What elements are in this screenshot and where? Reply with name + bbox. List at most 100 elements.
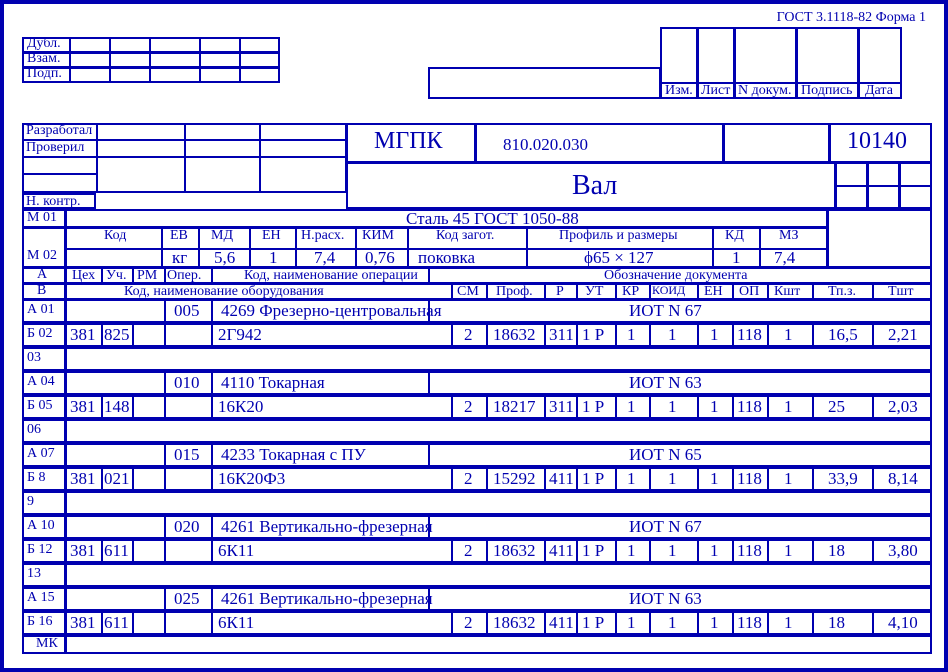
cell-value: 1	[627, 325, 636, 345]
cell-value: 1	[668, 469, 677, 489]
cell-value: 1 Р	[582, 325, 604, 345]
cell-value: 2,21	[888, 325, 918, 345]
cell-value: 1	[627, 397, 636, 417]
cell-value: 18	[828, 613, 845, 633]
val-md: 5,6	[214, 248, 235, 268]
cell-value: 16,5	[828, 325, 858, 345]
cell-value: ИОТ N 63	[629, 373, 702, 393]
part-name: Вал	[572, 170, 617, 202]
cell-value: 118	[737, 397, 762, 417]
cell-value: ИОТ N 65	[629, 445, 702, 465]
hdr-uch: Уч.	[106, 268, 126, 284]
cell-value: 311	[549, 325, 574, 345]
label-razrabotal: Разработал	[26, 123, 92, 139]
cell-value: 1	[710, 469, 719, 489]
hdr-oper: Опер.	[167, 268, 201, 284]
hdr-kod: Код	[104, 228, 126, 244]
cell-value: 2	[464, 541, 473, 561]
hdr-en: ЕН	[262, 228, 281, 244]
cell-value: 33,9	[828, 469, 858, 489]
cell-value: 411	[549, 541, 574, 561]
row-tag: Б 12	[27, 542, 53, 558]
top-mid-blank	[428, 67, 661, 99]
cell-value: 411	[549, 613, 574, 633]
cell-value: 2Г942	[218, 325, 262, 345]
cell-value: 005	[174, 301, 200, 321]
cell-value: 1	[627, 469, 636, 489]
cell-value: 4110 Токарная	[221, 373, 325, 393]
cell-value: 611	[104, 541, 129, 561]
cell-value: 1	[627, 613, 636, 633]
label-mk: МК	[36, 636, 58, 652]
val-nrash: 7,4	[314, 248, 335, 268]
hdr-ev: ЕВ	[170, 228, 188, 244]
cell-value: 18632	[493, 541, 536, 561]
cell-value: 1	[668, 325, 677, 345]
label-vzam: Взам.	[27, 51, 60, 67]
process-card-sheet: ГОСТ 3.1118-82 Форма 1 Дубл. Взам. Подп.…	[0, 0, 948, 672]
cell-value: 1	[784, 397, 793, 417]
hdr-md: МД	[211, 228, 233, 244]
hdr-kodop: Код, наименование операции	[244, 268, 418, 284]
form-no: 10140	[847, 128, 907, 155]
cell-value: 4,10	[888, 613, 918, 633]
cell-value: 2	[464, 613, 473, 633]
stamp-dubl	[22, 37, 280, 53]
cell-value: 118	[737, 613, 762, 633]
val-profil: ϕ65 × 127	[584, 248, 654, 268]
label-B: В	[37, 283, 46, 299]
cell-value: 381	[70, 541, 96, 561]
cell-value: 1	[784, 541, 793, 561]
row-tag: А 07	[27, 446, 55, 462]
row-tag: А 04	[27, 374, 55, 390]
cell-value: 4269 Фрезерно-центровальная	[221, 301, 442, 321]
row-body	[65, 491, 932, 515]
row-tag: А 15	[27, 590, 55, 606]
cell-value: 4261 Вертикально-фрезерная	[221, 517, 433, 537]
cell-value: 2	[464, 325, 473, 345]
label-nkontr: Н. контр.	[26, 194, 80, 210]
cell-value: 1 Р	[582, 541, 604, 561]
hdr-kodzagot: Код загот.	[436, 228, 494, 244]
hdr-kodob: Код, наименование оборудования	[124, 284, 324, 300]
cell-value: 2	[464, 469, 473, 489]
val-mz: 7,4	[774, 248, 795, 268]
cell-value: 1	[710, 613, 719, 633]
val-kim: 0,76	[365, 248, 395, 268]
cell-value: 025	[174, 589, 200, 609]
cell-value: 1	[668, 541, 677, 561]
row-tag: Б 05	[27, 398, 53, 414]
cell-value: 16К20Ф3	[218, 469, 285, 489]
row-body	[65, 347, 932, 371]
cell-value: 381	[70, 325, 96, 345]
cell-value: 1	[710, 397, 719, 417]
cell-value: 021	[104, 469, 130, 489]
label-A: А	[37, 267, 47, 283]
cell-value: 1	[784, 469, 793, 489]
cell-value: 6К11	[218, 541, 254, 561]
cell-value: 2,03	[888, 397, 918, 417]
cell-value: 15292	[493, 469, 536, 489]
hdr-rm: РМ	[137, 268, 157, 284]
cell-value: 010	[174, 373, 200, 393]
cell-value: 411	[549, 469, 574, 489]
cell-value: 1	[668, 397, 677, 417]
cell-value: 1	[710, 325, 719, 345]
cell-value: 8,14	[888, 469, 918, 489]
cell-value: 1 Р	[582, 469, 604, 489]
cell-value: 1	[784, 325, 793, 345]
cell-value: 1	[784, 613, 793, 633]
cell-value: 381	[70, 397, 96, 417]
cell-value: 6К11	[218, 613, 254, 633]
cell-value: 18632	[493, 613, 536, 633]
cell-value: 311	[549, 397, 574, 417]
cell-value: 2	[464, 397, 473, 417]
cell-value: ИОТ N 67	[629, 517, 702, 537]
material: Сталь 45 ГОСТ 1050-88	[406, 209, 579, 229]
hdr-obozd: Обозначение документа	[604, 268, 747, 284]
cell-value: 118	[737, 469, 762, 489]
cell-value: 18632	[493, 325, 536, 345]
org: МГПК	[374, 128, 443, 155]
row-tag: А 01	[27, 302, 55, 318]
row-tag: Б 16	[27, 614, 53, 630]
